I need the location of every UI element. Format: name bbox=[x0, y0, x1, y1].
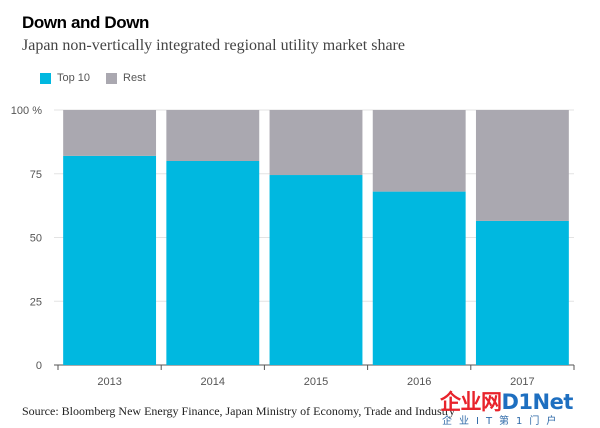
x-tick-label: 2016 bbox=[407, 376, 431, 388]
legend-label-rest: Rest bbox=[123, 72, 146, 84]
y-tick-label: 75 bbox=[30, 169, 42, 181]
watermark-main: 企业网D1Net bbox=[440, 386, 573, 416]
stacked-bar-chart: 0 25 50 75 100 % 2013 2014 2015 2016 2017 bbox=[11, 105, 575, 388]
y-tick-labels: 0 25 50 75 100 % bbox=[11, 105, 42, 372]
legend-item-top10: Top 10 bbox=[40, 72, 90, 84]
legend-swatch-top10 bbox=[40, 72, 51, 84]
legend-swatch-rest bbox=[106, 72, 118, 84]
x-tick-label: 2015 bbox=[304, 376, 328, 388]
watermark-main-part1: 企业网 bbox=[440, 390, 502, 414]
bar-segment-rest bbox=[63, 110, 157, 156]
bar-segment-top10 bbox=[63, 155, 157, 365]
bar-segment-rest bbox=[372, 110, 466, 192]
bar-segment-rest bbox=[166, 110, 260, 161]
legend-label-top10: Top 10 bbox=[57, 72, 91, 84]
watermark-main-part2: D1Net bbox=[501, 390, 574, 414]
chart-subtitle: Japan non-vertically integrated regional… bbox=[22, 37, 405, 54]
y-tick-label: 50 bbox=[30, 233, 42, 245]
x-tick-label: 2013 bbox=[97, 376, 121, 388]
chart-title: Down and Down bbox=[22, 13, 150, 32]
x-tick-label: 2017 bbox=[510, 376, 534, 388]
watermark-sub: 企业IT第1门户 bbox=[442, 416, 564, 427]
bar-segment-top10 bbox=[372, 191, 466, 365]
bar-segment-top10 bbox=[166, 161, 260, 365]
x-tick-labels: 2013 2014 2015 2016 2017 bbox=[97, 376, 534, 388]
legend-item-rest: Rest bbox=[106, 72, 146, 84]
bar-segment-top10 bbox=[475, 220, 569, 365]
watermark-logo: 企业网D1Net 企业IT第1门户 bbox=[440, 386, 598, 427]
y-tick-label: 25 bbox=[30, 296, 42, 308]
bar-segment-rest bbox=[475, 110, 569, 221]
y-tick-label: 0 bbox=[36, 360, 42, 372]
bar-segment-top10 bbox=[269, 175, 363, 365]
bar-segment-rest bbox=[269, 110, 363, 176]
y-tick-label: 100 % bbox=[11, 105, 42, 117]
bars bbox=[63, 110, 569, 365]
legend: Top 10 Rest bbox=[40, 72, 162, 84]
source-note: Source: Bloomberg New Energy Finance, Ja… bbox=[22, 404, 456, 418]
x-tick-label: 2014 bbox=[201, 376, 225, 388]
